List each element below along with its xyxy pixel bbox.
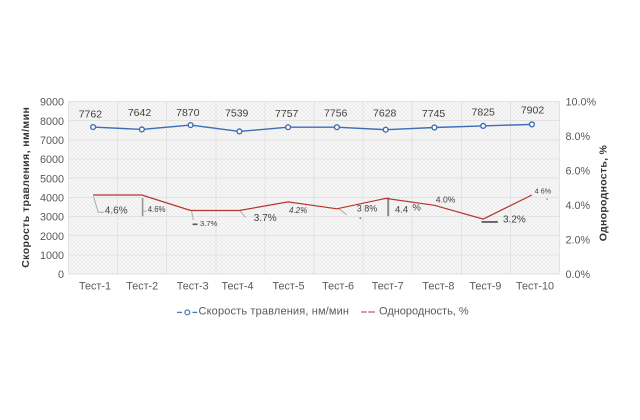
svg-text:3.7%: 3.7%: [200, 219, 218, 228]
svg-text:Тест-4: Тест-4: [222, 280, 254, 292]
svg-text:4.6%: 4.6%: [105, 206, 128, 217]
svg-text:3.2%: 3.2%: [503, 214, 526, 225]
svg-text:2000: 2000: [40, 231, 64, 243]
svg-text:10.0%: 10.0%: [566, 97, 597, 109]
svg-text:3000: 3000: [40, 212, 64, 224]
svg-text:Тест-8: Тест-8: [422, 280, 454, 292]
svg-text:4.6%: 4.6%: [148, 205, 166, 214]
svg-text:7902: 7902: [521, 105, 545, 117]
svg-text:Тест-6: Тест-6: [322, 280, 354, 292]
svg-text:3.7%: 3.7%: [254, 213, 277, 224]
svg-text:Однородность, %: Однородность, %: [598, 144, 610, 241]
svg-text:Тест-5: Тест-5: [273, 280, 305, 292]
svg-text:3 8%: 3 8%: [357, 204, 378, 214]
svg-text:4.4: 4.4: [395, 204, 408, 215]
svg-text:7642: 7642: [128, 107, 152, 119]
svg-text:4 6%: 4 6%: [535, 186, 552, 195]
svg-text:2.0%: 2.0%: [566, 235, 591, 247]
svg-text:0: 0: [58, 269, 64, 281]
svg-text:7745: 7745: [422, 108, 446, 120]
svg-text:8000: 8000: [40, 116, 64, 128]
svg-text:4.2%: 4.2%: [289, 206, 307, 215]
svg-text:1000: 1000: [40, 250, 64, 262]
svg-text:Тест-3: Тест-3: [177, 280, 209, 292]
svg-text:7825: 7825: [472, 107, 496, 119]
svg-text:Тест-9: Тест-9: [469, 280, 501, 292]
svg-text:7762: 7762: [79, 108, 103, 120]
svg-text:7870: 7870: [176, 107, 200, 119]
svg-text:8.0%: 8.0%: [566, 131, 591, 143]
svg-text:Тест-1: Тест-1: [79, 280, 111, 292]
svg-text:0.0%: 0.0%: [566, 269, 591, 281]
svg-text:4000: 4000: [40, 192, 64, 204]
svg-text:4.0%: 4.0%: [436, 194, 456, 204]
svg-text:%: %: [412, 203, 421, 214]
svg-text:6000: 6000: [40, 154, 64, 166]
svg-text:4.0%: 4.0%: [566, 200, 591, 212]
svg-text:7000: 7000: [40, 135, 64, 147]
svg-text:Скорость травления, нм/мин: Скорость травления, нм/мин: [199, 305, 350, 317]
svg-text:9000: 9000: [40, 97, 64, 109]
svg-text:7628: 7628: [373, 107, 397, 119]
svg-text:7757: 7757: [275, 108, 299, 120]
svg-text:Тест-10: Тест-10: [516, 280, 554, 292]
svg-text:7756: 7756: [324, 108, 348, 120]
svg-text:Тест-2: Тест-2: [126, 280, 158, 292]
svg-text:Скорость травления, нм/мин: Скорость травления, нм/мин: [20, 107, 32, 268]
svg-text:7539: 7539: [225, 108, 249, 120]
svg-text:5000: 5000: [40, 173, 64, 185]
svg-text:Однородность, %: Однородность, %: [379, 305, 469, 317]
svg-text:6.0%: 6.0%: [566, 166, 591, 178]
svg-text:Тест-7: Тест-7: [372, 280, 404, 292]
